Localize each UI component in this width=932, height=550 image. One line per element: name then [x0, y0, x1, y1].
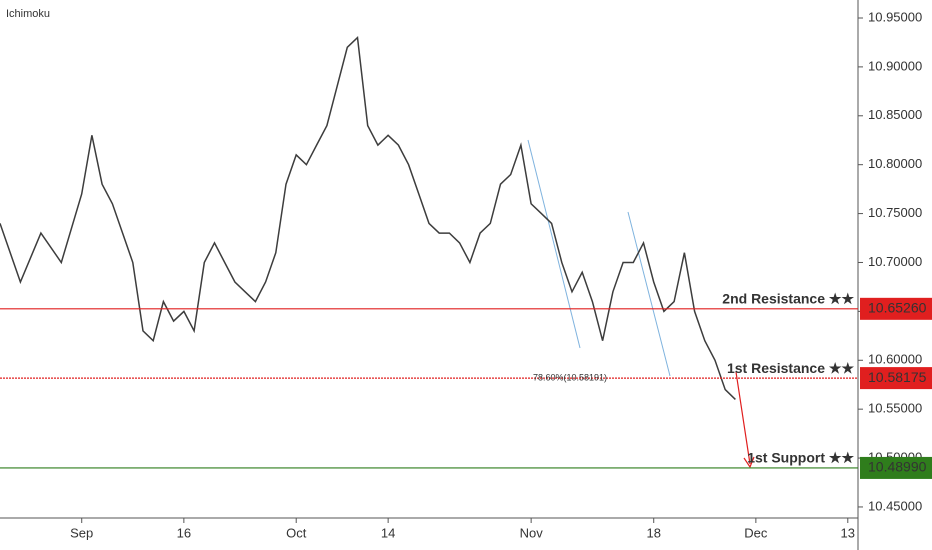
x-tick-label: Sep: [70, 525, 93, 540]
y-tick-label: 10.80000: [868, 156, 922, 171]
y-tick-label: 10.75000: [868, 205, 922, 220]
y-tick-label: 10.90000: [868, 58, 922, 73]
price-tag: [860, 456, 932, 479]
level-label: 1st Resistance ★★: [727, 360, 854, 376]
y-tick-label: 10.70000: [868, 254, 922, 269]
level-label: 1st Support ★★: [747, 450, 854, 466]
price-tag: [860, 367, 932, 390]
x-tick-label: Oct: [286, 525, 307, 540]
fib-annotation: 78.60%(10.58191): [533, 372, 607, 382]
y-tick-label: 10.45000: [868, 498, 922, 513]
x-tick-label: Nov: [520, 525, 544, 540]
y-tick-label: 10.85000: [868, 107, 922, 122]
level-label: 2nd Resistance ★★: [722, 291, 854, 307]
x-tick-label: 18: [646, 525, 660, 540]
forecast-arrow: [735, 371, 755, 469]
y-tick-label: 10.55000: [868, 401, 922, 416]
price-tag: [860, 297, 932, 320]
y-tick-label: 10.95000: [868, 9, 922, 24]
price-tag-label: 10.58175: [868, 369, 927, 385]
x-tick-label: 13: [841, 525, 855, 540]
y-tick-label: 10.60000: [868, 352, 922, 367]
x-tick-label: Dec: [744, 525, 768, 540]
price-tag-label: 10.65260: [868, 300, 927, 316]
price-line: [0, 36, 736, 400]
x-tick-label: 14: [381, 525, 395, 540]
x-tick-label: 16: [177, 525, 191, 540]
projection-lines: [527, 139, 671, 377]
price-tag-label: 10.48990: [868, 459, 927, 475]
indicator-label: Ichimoku: [6, 8, 50, 20]
